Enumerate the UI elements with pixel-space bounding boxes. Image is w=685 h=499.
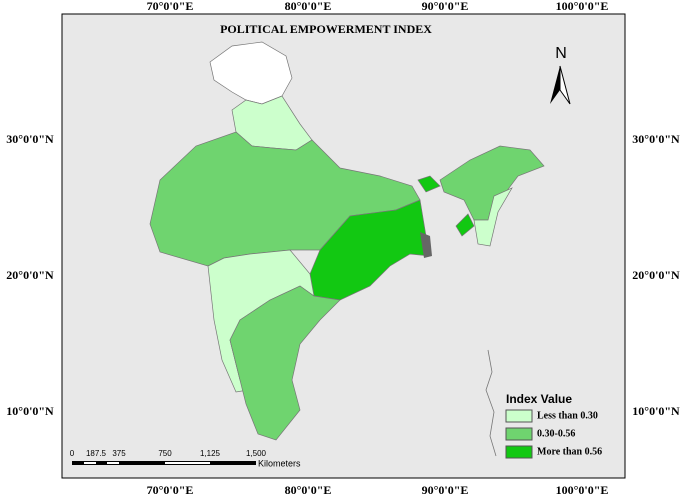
latitude-label: 20°0'0"N xyxy=(632,268,680,282)
scale-tick-label: 187.5 xyxy=(86,449,107,458)
islands xyxy=(485,349,497,457)
region xyxy=(420,232,432,258)
latitude-label: 10°0'0"N xyxy=(632,404,680,418)
region xyxy=(417,175,441,193)
scale-bar-outline xyxy=(72,461,256,465)
scale-tick-label: 1,500 xyxy=(246,449,267,458)
longitude-label: 90°0'0"E xyxy=(422,0,469,13)
latitude-label: 30°0'0"N xyxy=(6,132,54,146)
region xyxy=(473,187,513,247)
region xyxy=(455,213,475,237)
latitude-label: 10°0'0"N xyxy=(6,404,54,418)
legend: Less than 0.30 0.30-0.56 More than 0.56 xyxy=(505,409,602,459)
longitude-label: 70°0'0"E xyxy=(147,0,194,13)
latitude-label: 20°0'0"N xyxy=(6,268,54,282)
scale-tick-label: 375 xyxy=(112,449,126,458)
north-arrow xyxy=(550,66,560,104)
latitude-label: 30°0'0"N xyxy=(632,132,680,146)
longitude-label: 90°0'0"E xyxy=(422,483,469,497)
scale-tick-label: 1,125 xyxy=(200,449,221,458)
region xyxy=(439,145,545,221)
longitude-label: 80°0'0"E xyxy=(285,483,332,497)
scale-tick-label: 0 xyxy=(70,449,75,458)
scale-bar-segment xyxy=(107,462,119,464)
legend-swatch xyxy=(505,427,533,441)
scale-bar-segment xyxy=(165,462,210,464)
scale-unit: Kilometers xyxy=(258,458,301,468)
north-arrow xyxy=(559,65,571,105)
legend-swatch xyxy=(505,445,533,459)
legend-label: Less than 0.30 xyxy=(537,410,598,421)
longitude-label: 70°0'0"E xyxy=(147,483,194,497)
region xyxy=(229,285,341,441)
map-title: POLITICAL EMPOWERMENT INDEX xyxy=(220,22,432,36)
legend-title: Index Value xyxy=(506,392,572,406)
scale-bar: 0 187.5 375 750 1,125 1,500 xyxy=(70,449,267,465)
longitude-label: 100°0'0"E xyxy=(556,483,609,497)
scale-bar-segment xyxy=(84,462,96,464)
legend-label: 0.30-0.56 xyxy=(537,428,575,439)
legend-label: More than 0.56 xyxy=(537,446,602,457)
legend-swatch xyxy=(505,409,533,423)
longitude-label: 80°0'0"E xyxy=(285,0,332,13)
north-label: N xyxy=(555,45,567,62)
longitude-label: 100°0'0"E xyxy=(556,0,609,13)
scale-tick-label: 750 xyxy=(158,449,172,458)
